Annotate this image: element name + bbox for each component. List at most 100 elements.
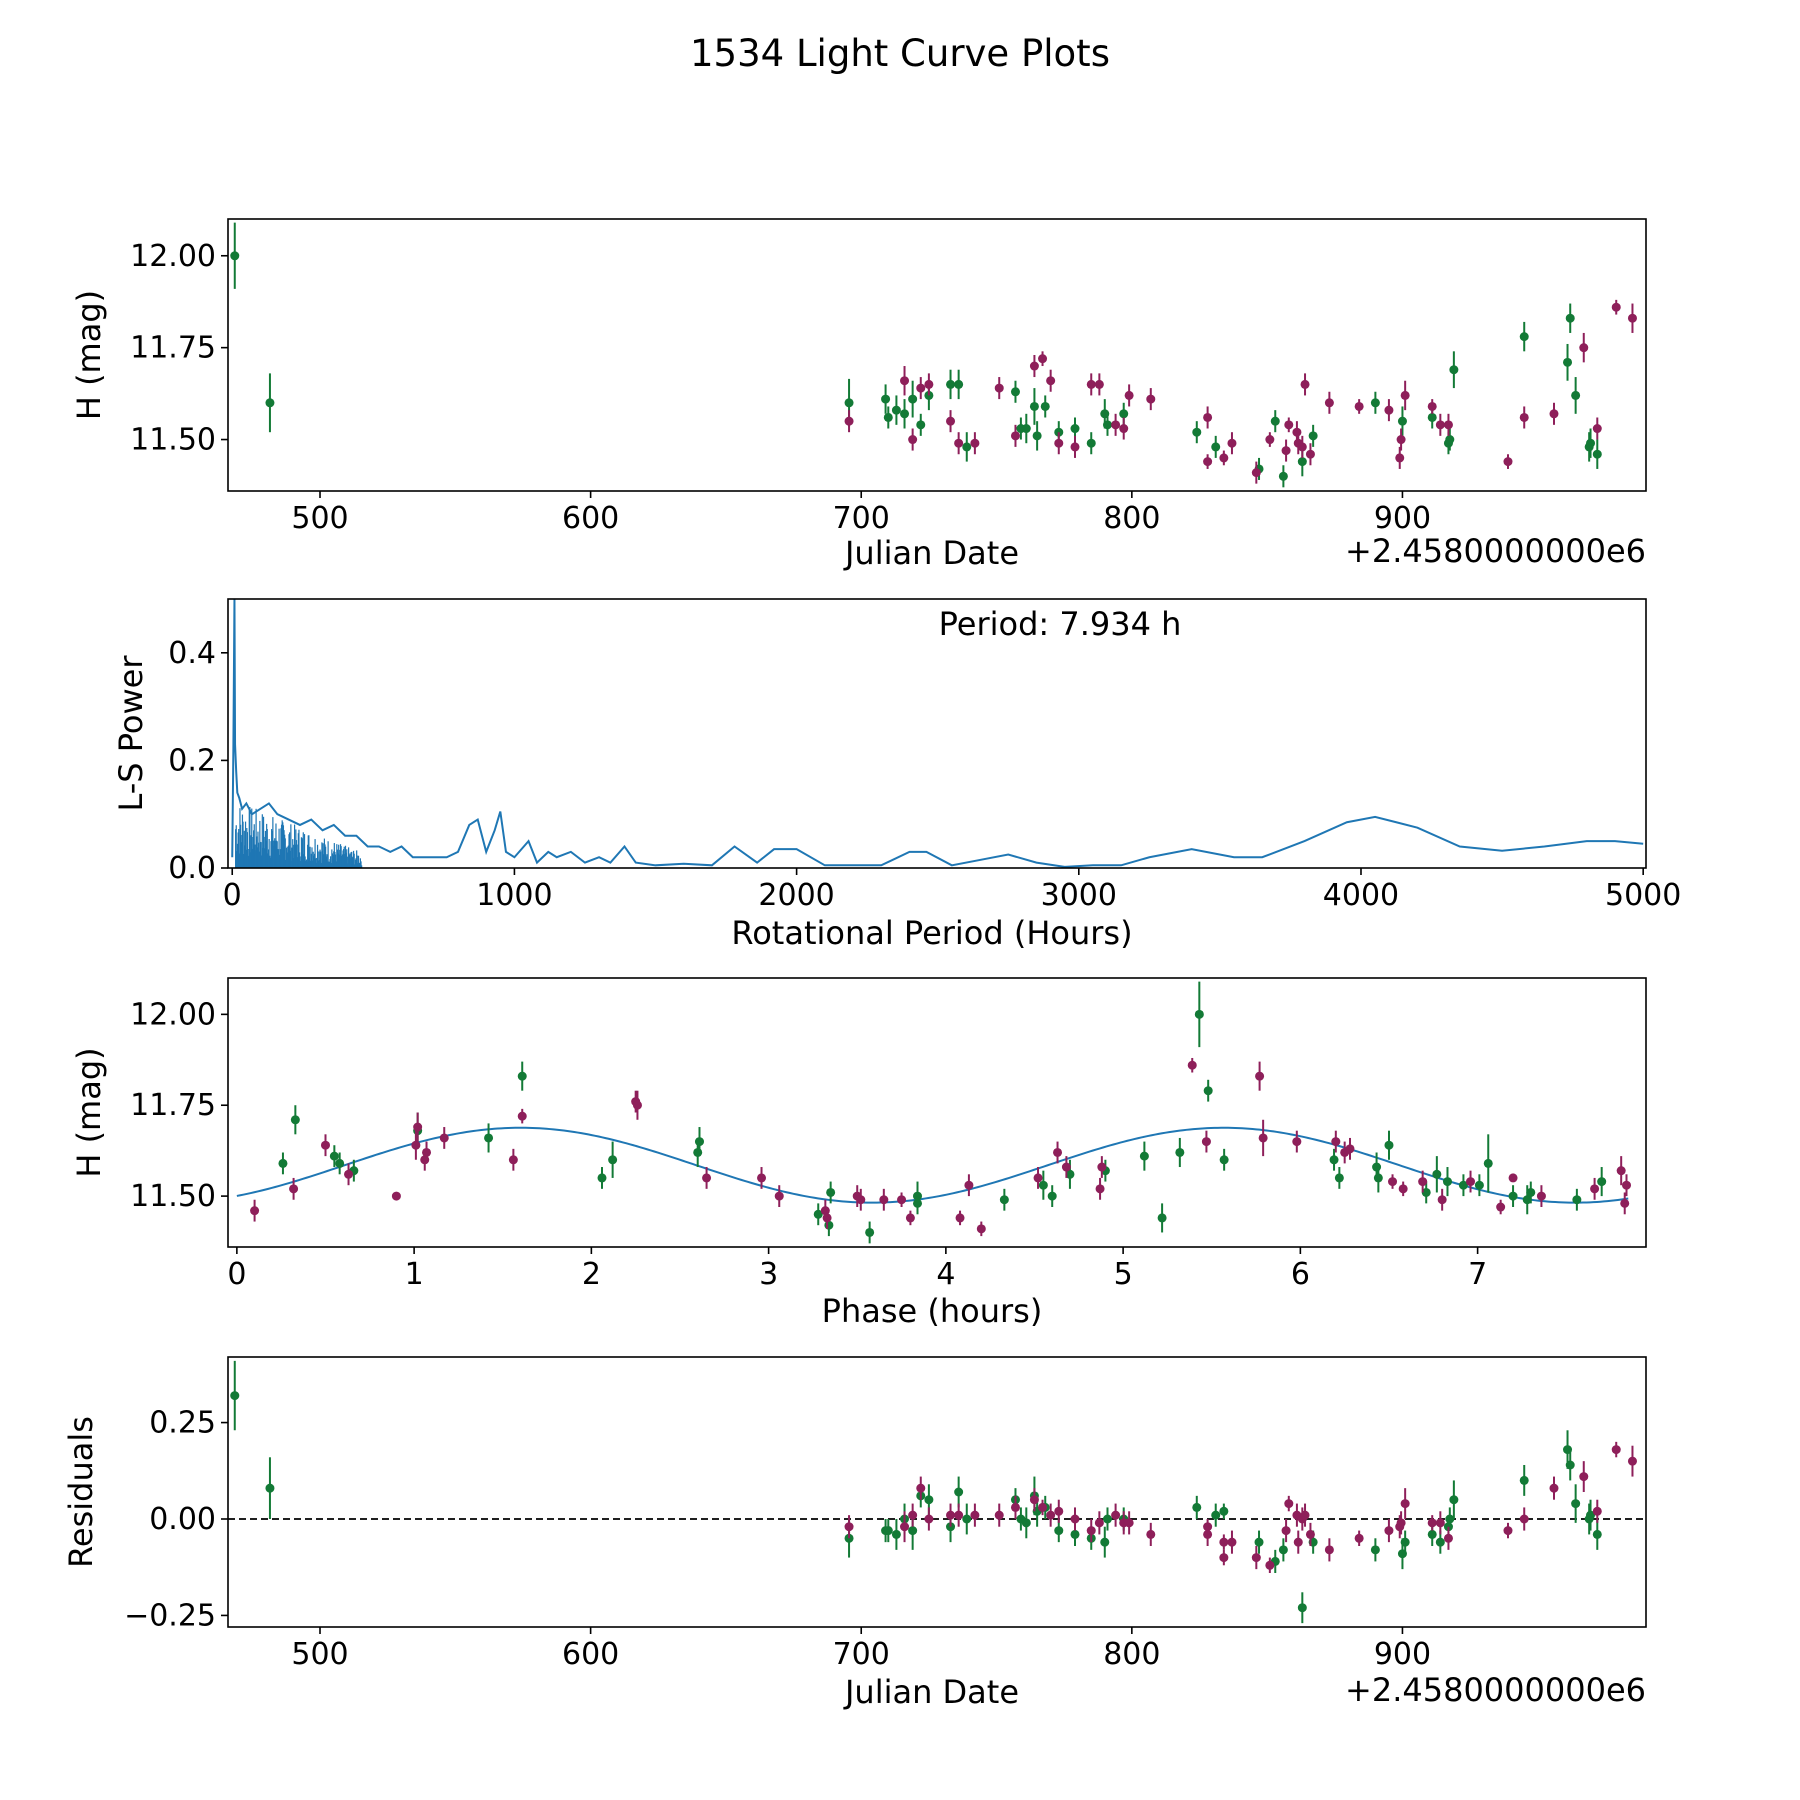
purple-data-point [916,383,926,393]
plot-area [236,981,1632,1244]
x-tick-label: 2 [582,1257,601,1292]
green-series [230,1360,1602,1624]
purple-data-point [1201,1137,1211,1147]
green-data-point [1054,1526,1064,1536]
purple-data-point [822,1213,832,1223]
green-data-point [1211,1510,1221,1520]
y-tick-label: 11.50 [130,1179,216,1214]
purple-data-point [1616,1166,1626,1176]
green-data-point [1586,438,1596,448]
purple-data-point [905,1213,915,1223]
green-data-point [1427,1529,1437,1539]
x-tick-label: 4000 [1323,878,1399,913]
green-data-point [1192,1502,1202,1512]
y-tick-label: 0.4 [168,636,216,671]
purple-data-point [1203,412,1213,422]
green-data-point [694,1137,704,1147]
purple-data-point [970,438,980,448]
purple-data-point [1029,361,1039,371]
purple-data-point [897,1195,907,1205]
x-tick-label: 3000 [1041,878,1117,913]
model-fit-curve [236,1126,1629,1204]
purple-data-point [1038,1502,1048,1512]
green-data-point [1021,1518,1031,1528]
purple-data-point [411,1140,421,1150]
green-data-point [1483,1158,1493,1168]
purple-series [844,299,1637,484]
purple-data-point [1400,1499,1410,1509]
x-axis-label: Phase (hours) [822,1292,1043,1330]
green-data-point [1397,416,1407,426]
green-data-point [946,379,956,389]
purple-data-point [1354,1533,1364,1543]
purple-data-point [879,1195,889,1205]
green-data-point [1329,1155,1339,1165]
purple-series [844,1441,1637,1573]
purple-data-point [1292,1137,1302,1147]
purple-data-point [439,1133,449,1143]
purple-data-point [1627,1456,1637,1466]
green-data-point [1139,1151,1149,1161]
green-data-point [865,1227,875,1237]
purple-data-point [1038,354,1048,364]
green-data-point [962,442,972,452]
purple-data-point [1046,1510,1056,1520]
green-data-point [1032,431,1042,441]
green-series [230,222,1602,488]
purple-data-point [1251,468,1261,478]
x-tick-label: 900 [1374,501,1431,536]
purple-data-point [1300,1510,1310,1520]
green-data-point [1102,1514,1112,1524]
purple-data-point [1097,1162,1107,1172]
green-data-point [883,1526,893,1536]
plot-area [228,1360,1646,1624]
purple-data-point [1300,379,1310,389]
x-tick-label: 1 [405,1257,424,1292]
purple-data-point [1395,453,1405,463]
axes-frame [227,977,1647,1248]
x-tick-label: 6 [1291,1257,1310,1292]
green-data-point [1384,1140,1394,1150]
x-tick-label: 0 [227,1257,246,1292]
green-data-point [1571,390,1581,400]
green-data-point [1474,1180,1484,1190]
green-data-point [278,1158,288,1168]
purple-data-point [1146,394,1156,404]
purple-data-point [1354,401,1364,411]
green-data-point [1192,427,1202,437]
purple-data-point [1227,1537,1237,1547]
purple-data-point [320,1140,330,1150]
green-data-point [954,1487,964,1497]
purple-data-point [1086,379,1096,389]
green-data-point [844,398,854,408]
purple-data-point [1227,438,1237,448]
green-data-point [1070,1529,1080,1539]
green-data-point [1194,1009,1204,1019]
y-tick-label: 12.00 [130,239,216,274]
purple-data-point [1292,427,1302,437]
green-data-point [1021,424,1031,434]
green-data-point [1563,357,1573,367]
green-data-point [1219,1155,1229,1165]
purple-data-point [1345,1144,1355,1154]
axes-frame [227,1356,1647,1628]
purple-data-point [1070,442,1080,452]
purple-data-point [900,376,910,386]
green-data-point [908,1526,918,1536]
green-data-point [881,394,891,404]
purple-data-point [1549,409,1559,419]
purple-data-point [1284,1499,1294,1509]
green-data-point [1432,1169,1442,1179]
purple-data-point [1437,1195,1447,1205]
purple-data-point [289,1184,299,1194]
purple-data-point [1508,1173,1518,1183]
purple-data-point [344,1169,354,1179]
x-tick-label: 800 [1103,1637,1160,1672]
periodogram-forest [235,807,363,868]
y-tick-label: 11.75 [130,331,216,366]
purple-data-point [964,1180,974,1190]
plot-area [231,599,1644,868]
green-data-point [1086,438,1096,448]
green-data-point [1571,1499,1581,1509]
green-data-point [290,1115,300,1125]
